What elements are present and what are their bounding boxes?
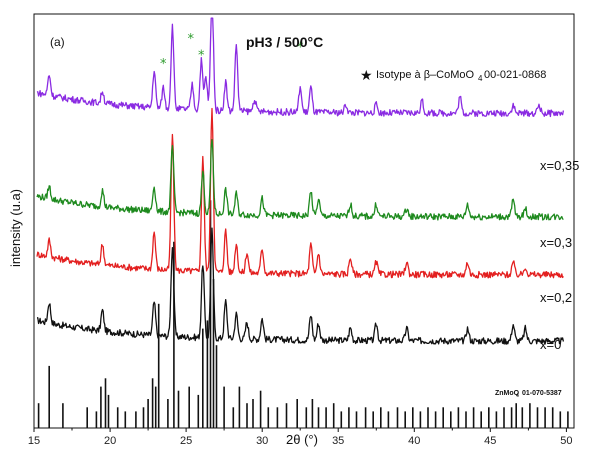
reference-label-subscript: 4 <box>516 393 519 399</box>
x-tick-label: 15 <box>28 435 40 447</box>
series-label: x=0,2 <box>540 290 572 305</box>
x-tick-label: 25 <box>180 435 192 447</box>
x-axis-title: 2θ (°) <box>286 432 318 447</box>
x-tick-label: 20 <box>104 435 116 447</box>
x-tick-label: 45 <box>484 435 496 447</box>
x-tick-label: 35 <box>332 435 344 447</box>
legend-note-text: Isotype à β–CoMoO <box>376 69 474 81</box>
diffractogram-series <box>36 17 565 345</box>
panel-label: (a) <box>50 35 65 49</box>
plot-frame <box>33 13 575 429</box>
star-marker: * <box>297 40 304 55</box>
legend-note: ★ Isotype à β–CoMoO 4 00-021-0868 <box>360 68 546 84</box>
star-markers: * * * * <box>160 32 304 72</box>
series-line <box>36 17 565 118</box>
series-label: x=0 <box>540 337 561 352</box>
series-line <box>36 107 564 279</box>
y-axis-title: intensity (u.a) <box>8 189 23 267</box>
legend-note-reference: 00-021-0868 <box>484 69 546 81</box>
star-marker: * <box>198 49 205 64</box>
series-label: x=0,35 <box>540 158 579 173</box>
reference-label: ZnMoO 4 01-070-5387 <box>495 390 562 399</box>
reference-label-ref: 01-070-5387 <box>522 390 562 397</box>
x-axis-ticks: 15 20 25 30 35 40 45 50 <box>28 428 573 447</box>
star-marker: * <box>187 32 194 47</box>
chart-title: pH3 / 500°C <box>246 34 323 50</box>
series-line <box>37 227 565 345</box>
star-marker: * <box>160 57 167 72</box>
series-label: x=0,3 <box>540 235 572 250</box>
reference-sticks <box>37 200 569 428</box>
x-tick-label: 50 <box>560 435 572 447</box>
legend-note-subscript: 4 <box>478 74 483 83</box>
series-labels: x=0,35 x=0,3 x=0,2 x=0 <box>540 158 579 352</box>
reference-label-text: ZnMoO <box>495 390 520 397</box>
legend-star-icon: ★ <box>360 68 373 84</box>
series-line <box>36 138 564 221</box>
x-tick-label: 30 <box>256 435 268 447</box>
x-tick-label: 40 <box>408 435 420 447</box>
